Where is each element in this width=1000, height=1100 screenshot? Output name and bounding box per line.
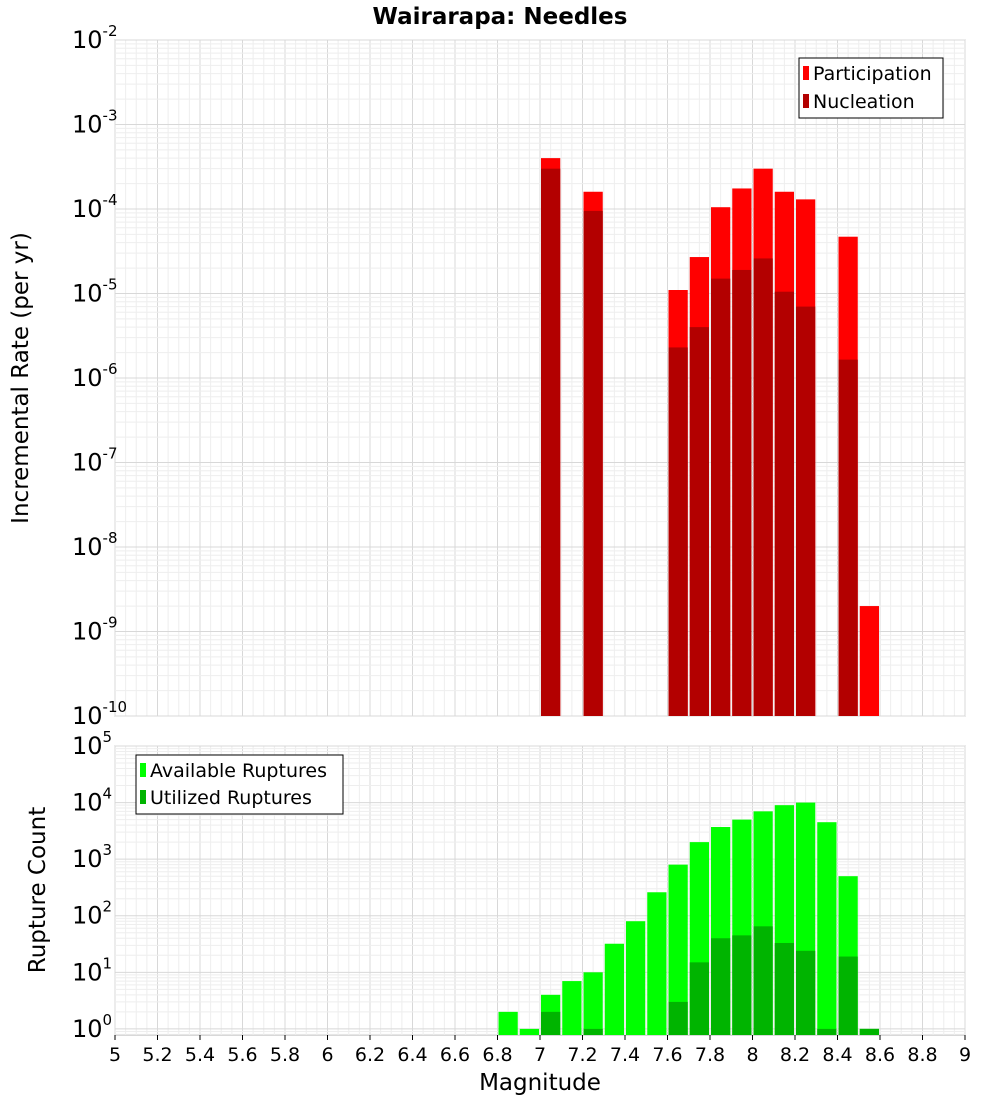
x-tick-label: 5.6 [227,1044,257,1066]
top-y-tick-label: 10-10 [72,698,127,730]
bottom-bar-utilized [859,1028,879,1035]
legend-label-participation: Participation [813,63,932,85]
bottom-bar-utilized [796,950,816,1035]
x-tick-label: 5 [109,1044,121,1066]
bottom-bar-available [604,943,624,1035]
legend-swatch-available [140,763,146,777]
bottom-bar-available [583,972,603,1035]
bottom-y-tick-label: 100 [72,1011,112,1043]
x-tick-label: 5.2 [142,1044,172,1066]
bottom-y-tick-label: 105 [72,728,112,760]
top-bar-participation [859,606,879,716]
legend-label-utilized: Utilized Ruptures [150,787,312,809]
bottom-y-tick-label: 101 [72,954,112,986]
bottom-bar-available [562,981,582,1035]
top-y-tick-label: 10-4 [72,191,118,223]
bottom-bar-utilized [541,1011,561,1035]
x-tick-label: 7.4 [610,1044,640,1066]
bottom-bar-available [668,864,688,1035]
bottom-bar-utilized [583,1028,603,1035]
legend-label-available: Available Ruptures [150,760,327,782]
x-tick-label: 8.8 [907,1044,937,1066]
bottom-y-tick-label: 103 [72,841,112,873]
top-bar-nucleation [796,306,816,716]
bottom-y-axis-label: Rupture Count [25,807,51,973]
bottom-bar-utilized [753,926,773,1035]
top-bar-nucleation [753,258,773,716]
bottom-legend-box [135,754,344,815]
bottom-bar-utilized [668,1001,688,1035]
bottom-y-tick-label: 102 [72,898,112,930]
x-tick-label: 6 [321,1044,333,1066]
top-y-tick-label: 10-9 [72,614,118,646]
x-tick-label: 8 [746,1044,758,1066]
top-bar-nucleation [541,168,561,717]
top-y-tick-label: 10-6 [72,360,118,392]
top-legend: Participation Nucleation [798,57,944,119]
x-tick-label: 7.6 [652,1044,682,1066]
bottom-bar-available [498,1011,518,1035]
bottom-bars [498,802,879,1035]
x-tick-label: 6.2 [355,1044,385,1066]
top-y-axis-label: Incremental Rate (per yr) [8,232,34,524]
bottom-y-tick-labels: 100 101 102 103 104 105 [72,728,112,1043]
top-panel: 10-10 10-9 10-8 10-7 10-6 10-5 10-4 10-3 10-2 In… [8,22,966,730]
x-tick-label: 9 [959,1044,971,1066]
x-tick-label: 8.6 [865,1044,895,1066]
x-tick-label: 7.8 [695,1044,725,1066]
top-y-tick-label: 10-7 [72,445,118,477]
bottom-bar-utilized [732,935,752,1035]
bottom-bar-available [647,892,667,1035]
top-y-tick-label: 10-8 [72,529,118,561]
bottom-bar-available [817,822,837,1035]
x-tick-label: 6.8 [482,1044,512,1066]
x-tick-label: 7 [534,1044,546,1066]
bottom-bar-utilized [711,938,731,1035]
x-tick-label: 8.2 [780,1044,810,1066]
chart-title: Wairarapa: Needles [373,4,628,30]
bottom-bar-available [626,921,646,1035]
top-bar-nucleation [689,327,709,716]
bottom-panel: 100 101 102 103 104 105 5 5.2 5.4 5.6 5.8 6 6.2 6.4 6… [25,728,971,1096]
x-tick-label: 6.6 [440,1044,470,1066]
top-y-tick-label: 10-3 [72,107,118,139]
x-tick-label: 6.4 [397,1044,427,1066]
x-tick-label: 8.4 [822,1044,852,1066]
legend-swatch-nucleation [803,94,809,108]
top-y-tick-label: 10-2 [72,22,118,54]
top-bar-nucleation [583,210,603,716]
top-y-tick-label: 10-5 [72,276,118,308]
bottom-y-tick-label: 104 [72,785,112,817]
top-bar-nucleation [732,269,752,716]
top-bar-nucleation [838,359,858,716]
bottom-bar-utilized [838,956,858,1035]
x-tick-label: 7.2 [567,1044,597,1066]
top-bar-nucleation [774,291,794,716]
x-tick-labels: 5 5.2 5.4 5.6 5.8 6 6.2 6.4 6.6 6.8 7 7.2 7.4 7.6 7.8 8… [109,1035,971,1066]
legend-swatch-utilized [140,790,146,804]
bottom-bar-available [519,1028,539,1035]
bottom-bar-utilized [817,1028,837,1035]
top-grid [114,39,966,717]
x-tick-label: 5.8 [270,1044,300,1066]
top-bars [541,158,879,717]
top-legend-box [798,57,944,119]
legend-label-nucleation: Nucleation [813,91,915,113]
bottom-bar-utilized [774,942,794,1035]
x-tick-label: 5.4 [185,1044,215,1066]
top-bar-nucleation [668,347,688,716]
x-axis-label: Magnitude [479,1070,601,1096]
bottom-bar-utilized [689,962,709,1035]
bottom-legend: Available Ruptures Utilized Ruptures [135,754,344,815]
top-y-tick-labels: 10-10 10-9 10-8 10-7 10-6 10-5 10-4 10-3 10-2 [72,22,127,730]
legend-swatch-participation [803,66,809,80]
top-bar-nucleation [711,278,731,716]
